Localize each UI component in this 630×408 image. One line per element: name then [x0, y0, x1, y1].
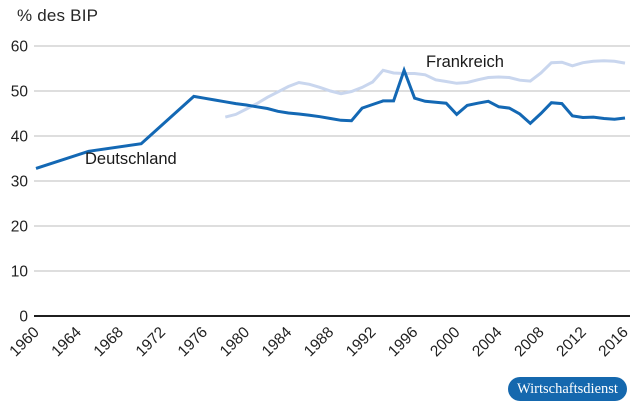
- y-tick-label-10: 10: [11, 264, 29, 281]
- x-tick-label-1972: 1972: [133, 324, 169, 360]
- x-tick-label-2004: 2004: [469, 324, 506, 361]
- wirtschaftsdienst-badge: Wirtschaftsdienst: [508, 377, 627, 401]
- y-tick-label-50: 50: [11, 84, 29, 101]
- x-tick-label-1980: 1980: [217, 324, 254, 361]
- x-tick-label-2008: 2008: [511, 324, 547, 360]
- x-tick-label-2000: 2000: [427, 324, 464, 361]
- y-tick-label-40: 40: [11, 129, 29, 146]
- series-line-deutschland: [35, 65, 626, 170]
- x-tick-label-2016: 2016: [595, 324, 630, 360]
- x-tick-label-1992: 1992: [343, 324, 379, 360]
- series-line-frankreich: [224, 59, 626, 119]
- y-tick-label-20: 20: [11, 219, 29, 236]
- x-tick-label-1960: 1960: [6, 324, 43, 361]
- chart-title: % des BIP: [17, 6, 99, 25]
- x-tick-label-1968: 1968: [91, 324, 127, 360]
- x-tick-label-1964: 1964: [48, 324, 85, 361]
- series-label-deutschland: Deutschland: [85, 150, 177, 168]
- x-tick-label-2012: 2012: [553, 324, 589, 360]
- y-tick-label-0: 0: [19, 309, 28, 326]
- x-tick-label-1976: 1976: [175, 324, 211, 360]
- x-tick-label-1988: 1988: [301, 324, 337, 360]
- y-tick-label-30: 30: [11, 174, 29, 191]
- series-label-frankreich: Frankreich: [426, 53, 504, 71]
- y-tick-label-60: 60: [11, 39, 29, 56]
- x-tick-label-1984: 1984: [259, 324, 296, 361]
- x-tick-label-1996: 1996: [385, 324, 421, 360]
